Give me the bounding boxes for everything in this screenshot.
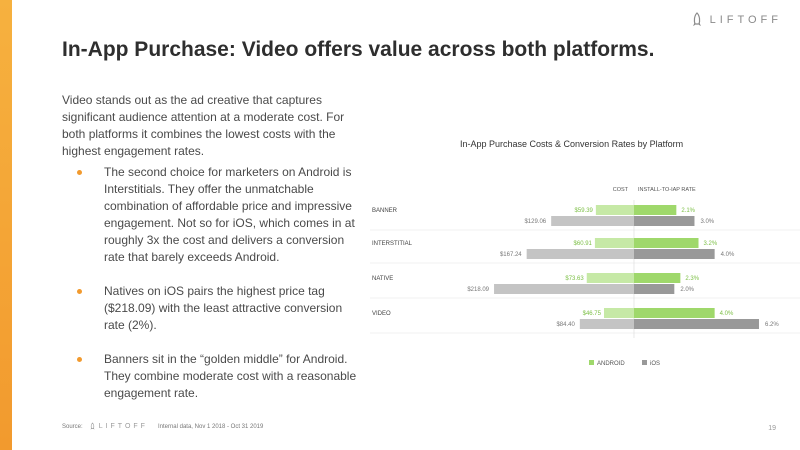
rocket-icon	[692, 12, 701, 26]
legend-swatch-ios	[642, 360, 647, 365]
chart-title: In-App Purchase Costs & Conversion Rates…	[460, 139, 684, 149]
bar-android-rate	[634, 308, 715, 318]
legend-label-android: ANDROID	[597, 361, 625, 367]
label-ios-rate: 4.0%	[721, 252, 735, 258]
source-label: Source:	[62, 423, 83, 430]
legend-swatch-android	[589, 360, 594, 365]
bullet-dot-icon	[77, 289, 82, 294]
label-android-rate: 4.0%	[720, 311, 734, 317]
page-number: 19	[768, 425, 776, 432]
label-ios-rate: 3.0%	[700, 219, 714, 225]
bar-android-rate	[634, 205, 677, 215]
source-brand-name: LIFTOFF	[98, 423, 148, 430]
source-logo: LIFTOFF	[89, 422, 148, 431]
category-label: INTERSTITIAL	[372, 241, 413, 247]
brand-logo: LIFTOFF	[690, 12, 782, 28]
bar-android-cost	[595, 205, 634, 215]
label-android-rate: 2.1%	[681, 208, 695, 214]
bar-android-cost	[594, 238, 634, 248]
bar-ios-cost	[579, 319, 634, 329]
bullet-list: The second choice for marketers on Andro…	[62, 164, 362, 419]
bullet-item: Natives on iOS pairs the highest price t…	[62, 283, 362, 334]
bar-android-cost	[586, 273, 634, 283]
label-android-cost: $73.63	[565, 276, 584, 282]
bar-ios-rate	[634, 284, 675, 294]
rocket-icon	[90, 422, 95, 430]
label-android-cost: $59.39	[575, 208, 594, 214]
label-ios-cost: $84.40	[556, 322, 575, 328]
label-ios-cost: $129.06	[524, 219, 546, 225]
bar-ios-rate	[634, 319, 759, 329]
bullet-item: Banners sit in the “golden middle” for A…	[62, 351, 362, 402]
source-note: Internal data, Nov 1 2018 - Oct 31 2019	[157, 423, 264, 430]
bullet-item: The second choice for marketers on Andro…	[62, 164, 362, 266]
label-android-cost: $46.75	[583, 311, 602, 317]
label-ios-rate: 2.0%	[680, 287, 694, 293]
rate-header: INSTALL-TO-IAP RATE	[638, 187, 696, 193]
bullet-dot-icon	[77, 357, 82, 362]
brand-name: LIFTOFF	[709, 14, 782, 26]
source-footer: Source: LIFTOFF Internal data, Nov 1 201…	[62, 422, 263, 431]
label-android-cost: $60.91	[574, 241, 593, 247]
bullet-text: The second choice for marketers on Andro…	[104, 165, 355, 264]
category-label: VIDEO	[372, 311, 391, 317]
bullet-dot-icon	[77, 170, 82, 175]
bar-ios-rate	[634, 249, 715, 259]
page-title: In-App Purchase: Video offers value acro…	[62, 38, 655, 61]
label-android-rate: 2.3%	[685, 276, 699, 282]
label-ios-cost: $218.09	[467, 287, 489, 293]
bar-android-rate	[634, 273, 681, 283]
intro-paragraph: Video stands out as the ad creative that…	[62, 93, 345, 158]
bar-ios-cost	[526, 249, 634, 259]
cost-header: COST	[613, 187, 629, 193]
category-label: NATIVE	[372, 276, 393, 282]
bar-ios-rate	[634, 216, 695, 226]
chart: COST INSTALL-TO-IAP RATE BANNER $59.39 $129.…	[370, 187, 800, 367]
label-ios-rate: 6.2%	[765, 322, 779, 328]
bar-android-rate	[634, 238, 699, 248]
category-label: BANNER	[372, 208, 398, 214]
bar-android-cost	[603, 308, 634, 318]
accent-bar	[0, 0, 12, 450]
label-android-rate: 3.2%	[704, 241, 718, 247]
label-ios-cost: $167.24	[500, 252, 522, 258]
bar-ios-cost	[551, 216, 634, 226]
bullet-text: Natives on iOS pairs the highest price t…	[104, 284, 343, 332]
bar-ios-cost	[494, 284, 634, 294]
bullet-text: Banners sit in the “golden middle” for A…	[104, 352, 357, 400]
legend-label-ios: iOS	[650, 361, 660, 367]
